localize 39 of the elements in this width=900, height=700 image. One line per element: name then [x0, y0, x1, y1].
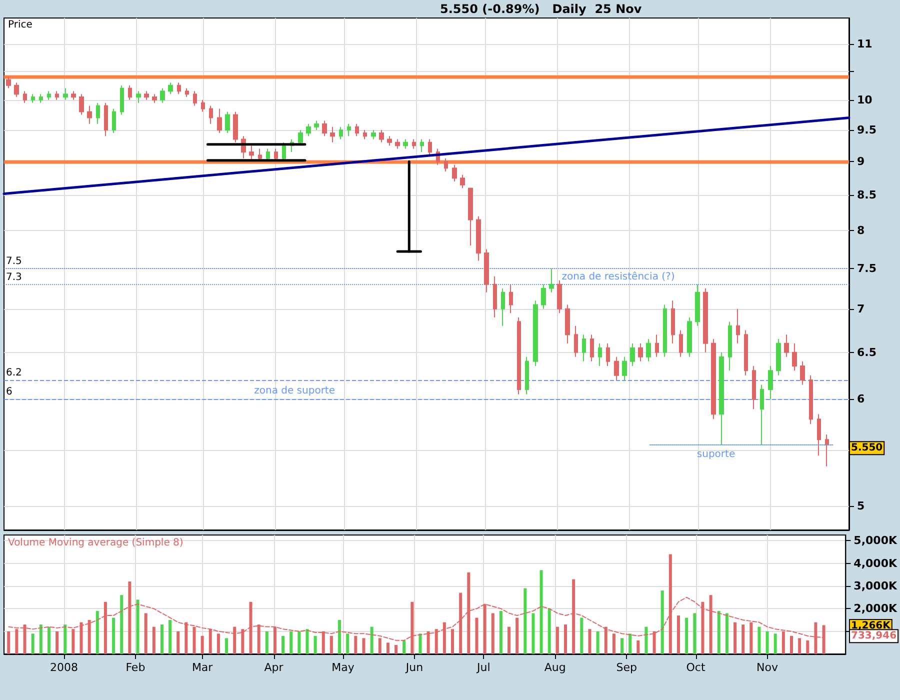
y-tick-label: 5,000K: [854, 534, 898, 548]
y-axis-title: Price: [8, 20, 32, 30]
x-tick-label: Jul: [476, 661, 490, 674]
x-tick-label: Jun: [404, 661, 424, 674]
x-tick-label: Nov: [756, 661, 779, 674]
text: 5.550: [851, 442, 883, 454]
y-tick-label: 9: [857, 155, 865, 168]
y-tick-label: 9.5: [857, 123, 876, 136]
y-tick-label: 3,000K: [854, 580, 898, 592]
ref-line-label: 6.2: [6, 368, 22, 379]
annotation: zona de suporte: [254, 386, 336, 397]
y-tick-label: 6.5: [857, 346, 876, 359]
annotation: zona de resistência (?): [562, 272, 675, 283]
y-tick-label: 4,000K: [854, 556, 898, 570]
y-tick-label: 2,000K: [854, 602, 898, 616]
x-tick-label: Feb: [126, 661, 146, 674]
text: 1,266K: [851, 620, 892, 632]
annotation: suporte: [696, 449, 736, 460]
x-tick-label: 2008: [50, 661, 78, 674]
y-tick-label: 5: [857, 500, 865, 513]
text: 733,946: [851, 630, 897, 642]
ref-line-label: 6: [6, 386, 12, 398]
x-tick-label: Oct: [686, 661, 706, 674]
y-tick-label: 10: [857, 93, 873, 106]
y-tick-label: 6: [857, 392, 865, 406]
x-tick-label: Aug: [544, 661, 566, 674]
y-tick-label: 8.5: [857, 188, 876, 202]
ref-line-label: 7.5: [6, 256, 22, 267]
chart-title: 5.550 (-0.89%) Daily 25 Nov: [440, 2, 642, 16]
ref-line-label: 7.3: [6, 272, 22, 283]
x-tick-label: Mar: [192, 661, 214, 674]
x-tick-label: Sep: [616, 661, 637, 674]
x-tick-label: Apr: [264, 661, 284, 674]
chart-title: Volume Moving average (Simple 8): [8, 538, 184, 548]
x-tick-label: May: [332, 661, 355, 674]
y-tick-label: 11: [857, 38, 872, 51]
y-tick-label: 7: [857, 302, 865, 316]
y-tick-label: 8: [857, 224, 865, 238]
y-tick-label: 7.5: [857, 262, 876, 275]
